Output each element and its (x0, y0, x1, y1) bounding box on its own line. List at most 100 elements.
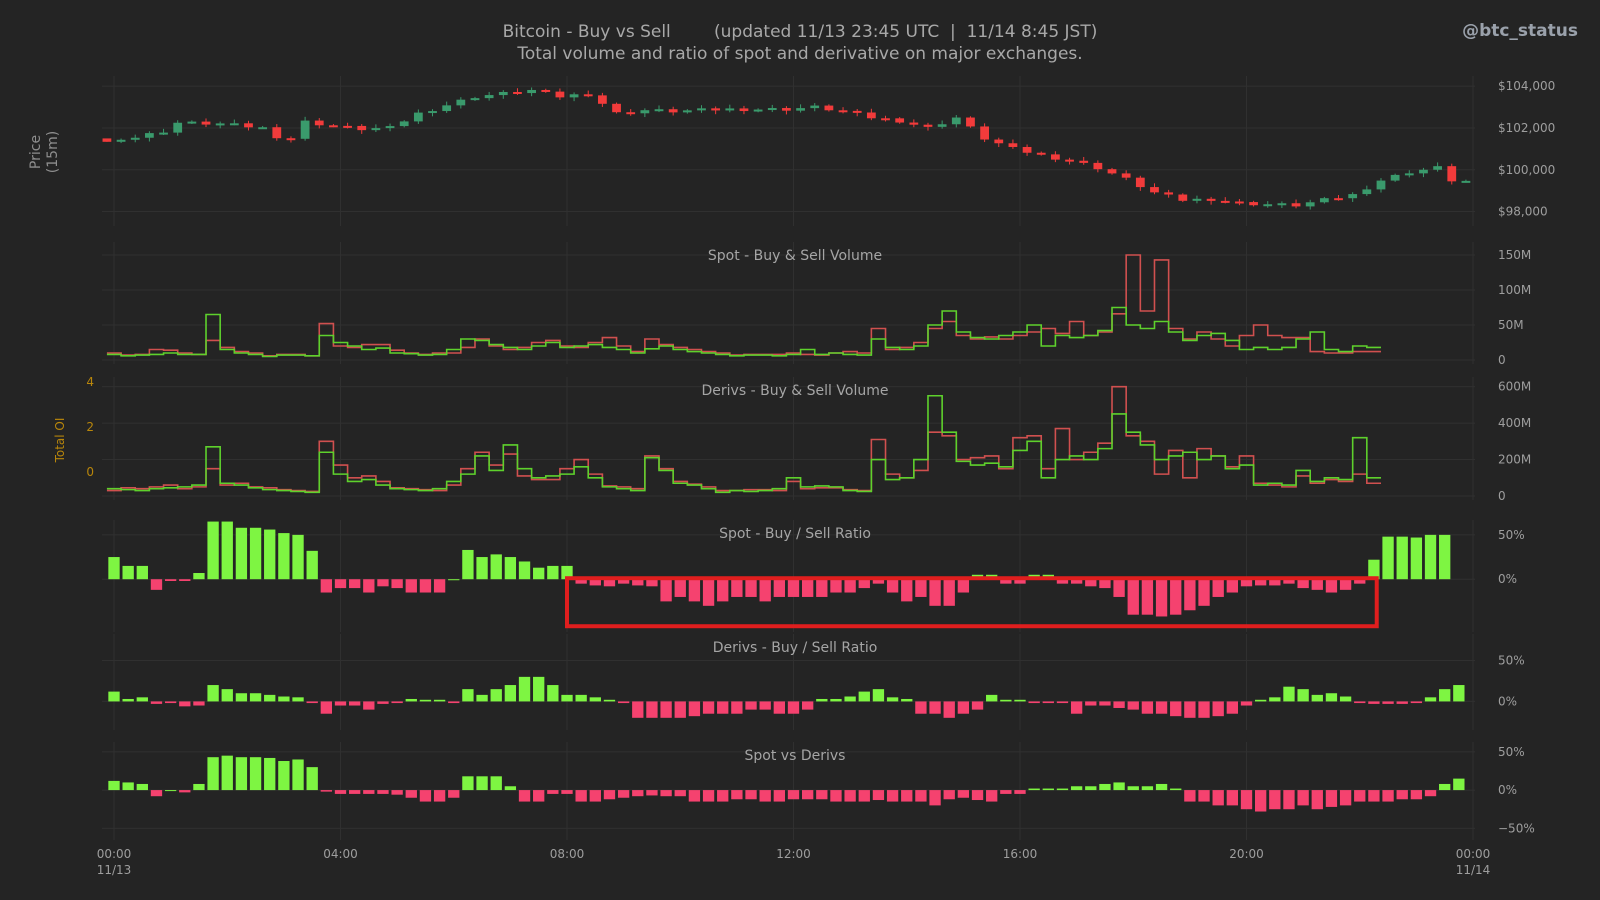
panel-title-deriv_ratio: Derivs - Buy / Sell Ratio (713, 640, 878, 656)
ratio-bar-spot_ratio (292, 534, 304, 580)
candle-body (399, 121, 409, 127)
candle-body (753, 109, 763, 112)
candle-body (258, 127, 268, 130)
ratio-bar-spot_ratio (490, 554, 502, 580)
ratio-bar-spot_ratio (886, 579, 899, 593)
ratio-bar-spot_vs_derivs (1099, 783, 1111, 791)
ratio-bar-deriv_ratio (235, 693, 248, 702)
candle-body (541, 89, 551, 92)
ratio-bar-deriv_ratio (278, 696, 290, 702)
ratio-bar-spot_vs_derivs (1254, 790, 1267, 812)
ratio-bar-deriv_ratio (504, 685, 517, 702)
ratio-bar-spot_vs_derivs (249, 757, 262, 791)
ratio-bar-deriv_ratio (603, 699, 616, 702)
total-oi-axis-label: Total OI (53, 418, 67, 464)
ratio-bar-spot_vs_derivs (1170, 788, 1182, 791)
ratio-bar-deriv_ratio (971, 701, 984, 710)
candle-body (272, 127, 282, 139)
candle-body (1022, 146, 1032, 153)
ratio-bar-deriv_ratio (759, 701, 771, 710)
ratio-bar-deriv_ratio (1410, 701, 1423, 704)
ytick-label-spot_vol-1: 50M (1498, 318, 1524, 332)
ratio-bar-spot_ratio (787, 579, 800, 597)
ratio-bar-spot_vs_derivs (504, 786, 517, 791)
ratio-bar-deriv_ratio (377, 701, 389, 704)
ratio-bar-spot_ratio (476, 557, 488, 580)
ratio-bar-spot_vs_derivs (731, 790, 743, 800)
candle-body (1008, 143, 1018, 147)
ratio-bar-spot_vs_derivs (1283, 790, 1295, 810)
ratio-bar-spot_ratio (1099, 579, 1111, 589)
candle-body (598, 95, 607, 104)
ratio-bar-spot_ratio (1339, 579, 1352, 590)
ratio-bar-spot_ratio (448, 579, 460, 581)
ratio-bar-spot_vs_derivs (462, 776, 474, 791)
candle-body (1447, 166, 1457, 182)
ratio-bar-deriv_ratio (816, 698, 828, 702)
ratio-bar-spot_vs_derivs (122, 782, 134, 791)
ratio-bar-spot_ratio (193, 573, 205, 580)
ratio-bar-spot_vs_derivs (688, 790, 701, 802)
ratio-bar-spot_ratio (235, 527, 248, 580)
ratio-bar-deriv_ratio (193, 701, 205, 706)
ratio-bar-spot_ratio (929, 579, 941, 606)
ratio-bar-spot_vs_derivs (264, 757, 276, 791)
candle-body (796, 108, 805, 111)
ratio-bar-spot_ratio (957, 579, 970, 593)
ratio-bar-spot_ratio (264, 529, 276, 580)
ytick-label-price-2: $102,000 (1498, 121, 1555, 135)
candle-body (1461, 180, 1471, 183)
ratio-bar-spot_vs_derivs (278, 761, 290, 791)
ratio-bar-spot_vs_derivs (419, 790, 432, 802)
ratio-bar-spot_vs_derivs (589, 790, 601, 802)
candle-body (187, 121, 197, 124)
candle-body (966, 117, 975, 127)
author-handle[interactable]: @btc_status (1462, 21, 1578, 41)
ratio-bar-deriv_ratio (1297, 689, 1309, 702)
candle-body (782, 108, 791, 111)
panel-title-spot_ratio: Spot - Buy / Sell Ratio (719, 526, 871, 542)
ytick-label-deriv_vol-3: 600M (1498, 380, 1531, 394)
panel-spot_vol: 0 50M 100M 150M Spot - Buy & Sell Volume (102, 242, 1531, 367)
ytick-label-deriv_vol-0: 0 (1498, 489, 1506, 503)
ratio-bar-spot_ratio (858, 579, 870, 589)
candle-body (1079, 160, 1089, 163)
ratio-bar-spot_vs_derivs (674, 790, 686, 797)
ratio-bar-spot_vs_derivs (1070, 786, 1083, 791)
candle-body (1277, 203, 1287, 206)
xtick-label-4: 16:00 (1003, 847, 1038, 861)
xtick-label-0: 00:00 (97, 847, 132, 861)
ratio-bar-deriv_ratio (731, 701, 743, 714)
ytick-label-price-3: $104,000 (1498, 79, 1555, 93)
ratio-bar-spot_ratio (391, 579, 403, 589)
price-axis-label-line: Price (28, 135, 44, 169)
ratio-bar-deriv_ratio (1170, 701, 1182, 717)
ratio-bar-deriv_ratio (1354, 701, 1366, 704)
ratio-bar-spot_ratio (773, 579, 786, 597)
candle-body (980, 126, 989, 140)
ratio-bar-deriv_ratio (334, 701, 347, 706)
chart-title: Bitcoin - Buy vs Sell (updated 11/13 23:… (502, 22, 1098, 42)
ratio-bar-spot_vs_derivs (193, 783, 205, 791)
ratio-bar-deriv_ratio (717, 701, 729, 714)
ratio-bar-spot_ratio (136, 565, 148, 580)
oi-tick-label-0: 0 (86, 465, 94, 479)
ratio-bar-spot_vs_derivs (476, 776, 488, 791)
ratio-bar-spot_vs_derivs (221, 755, 233, 791)
panel-price: $98,000 $100,000 $102,000 $104,000 Price(15m… (28, 76, 1555, 226)
candle-body (711, 108, 721, 111)
ratio-bar-spot_ratio (363, 579, 375, 593)
candle-body (1036, 152, 1046, 155)
ratio-bar-deriv_ratio (292, 697, 304, 702)
ratio-bar-spot_vs_derivs (1028, 788, 1040, 791)
candle-body (682, 110, 692, 113)
chart-subtitle: Total volume and ratio of spot and deriv… (517, 44, 1083, 64)
candle-body (371, 128, 381, 131)
ratio-bar-deriv_ratio (518, 676, 531, 702)
ratio-bar-spot_ratio (603, 579, 616, 587)
ratio-bar-spot_ratio (1070, 579, 1083, 584)
candle-body (555, 91, 565, 98)
ratio-bar-deriv_ratio (136, 697, 148, 702)
candle-body (1051, 154, 1060, 160)
